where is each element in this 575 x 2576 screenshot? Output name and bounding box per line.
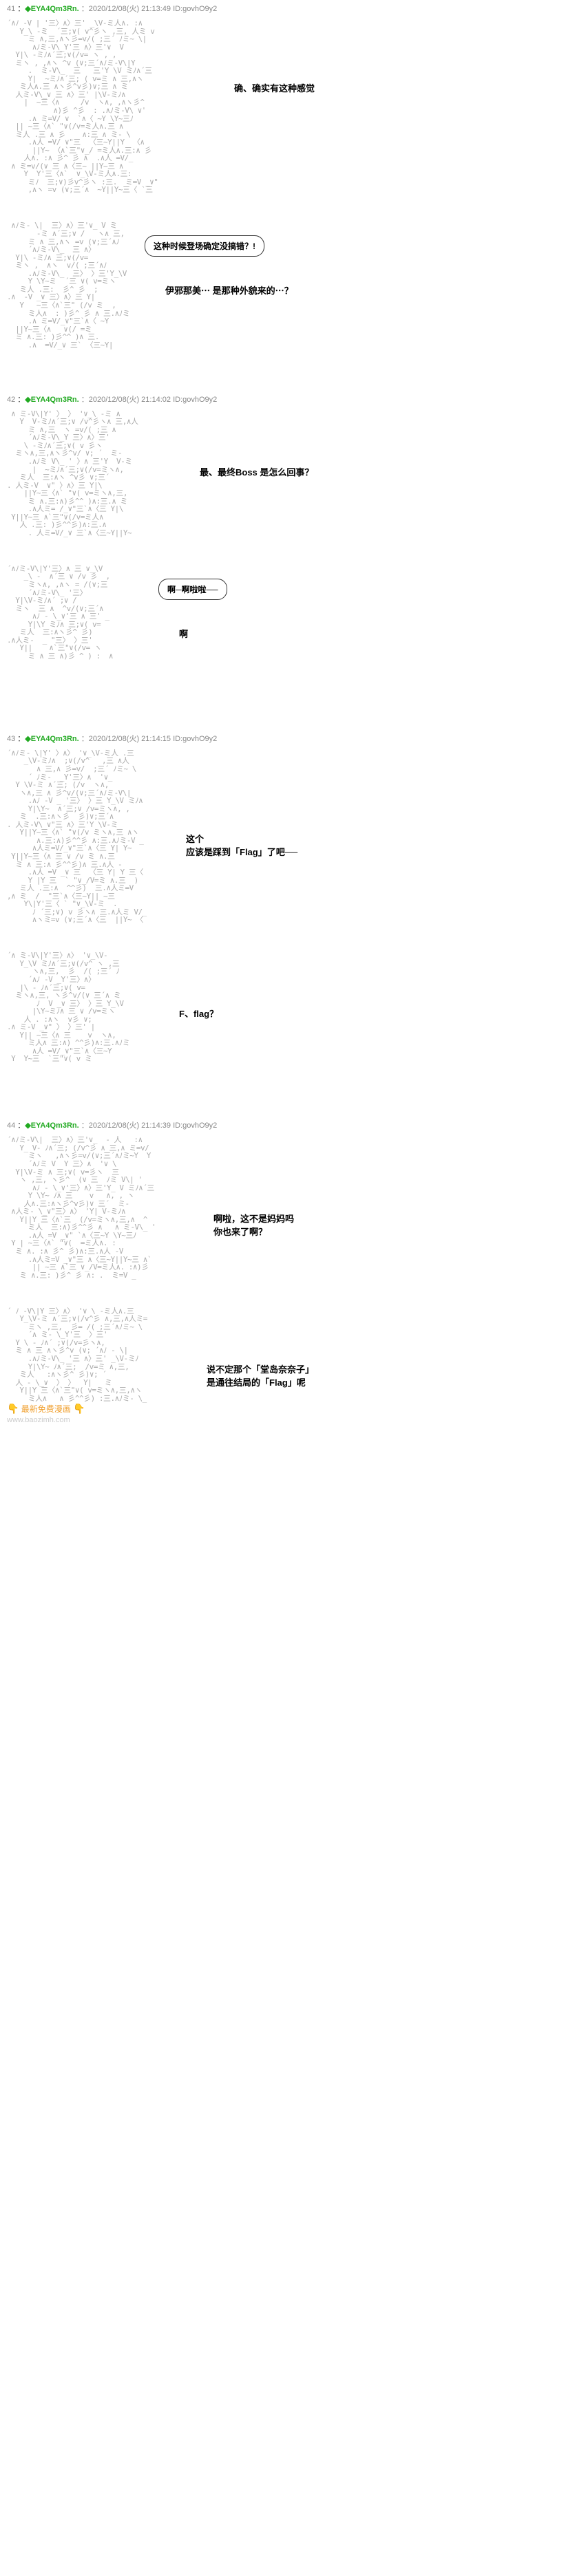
post-section: ´∧ﾉミ-V\| 三〉∧〉三'∨_ - 人 :∧ Y_ V- ﾉ∧´三; (/v…: [7, 1136, 568, 1279]
ascii-art-character: ´∧ﾉ -V | '三〉∧〉三' _\V-ミ人∧. :∧ Y_\ -ミ ´三;∨…: [7, 19, 158, 194]
dialogue-text: F、flag？: [179, 1007, 218, 1020]
post-section: ∧ﾉミ- \| 三〉∧〉三'∨_ V ミ -ミ ∧´三;∨ / ヽ∧ 三, ミ …: [7, 222, 568, 349]
ascii-art-character: ∧ ミ-V\|Y' 〉 〉 '∨_\ -ミ ∧ Y V-ミﾉ∧´三;∨ /v^彡…: [7, 410, 138, 537]
post-id: ID:govhO9y2: [173, 5, 217, 13]
post-tripcode: ◆EYA4Qm3Rn.: [25, 5, 79, 13]
forum-post: 42 ：◆EYA4Qm3Rn. ：2020/12/08(火) 21:14:02 …: [0, 391, 575, 689]
post-number: 43: [7, 735, 15, 743]
watermark-text: 最新免费漫画: [21, 1404, 71, 1414]
watermark-url: www.baozimh.com: [7, 1416, 70, 1424]
dialogue-text: 说不定那个「堂岛奈奈子」 是通往结局的「Flag」呢: [207, 1362, 314, 1388]
forum-post: 43 ：◆EYA4Qm3Rn. ：2020/12/08(火) 21:14:15 …: [0, 730, 575, 1075]
post-section: ∧ ミ-V\|Y' 〉 〉 '∨_\ -ミ ∧ Y V-ミﾉ∧´三;∨ /v^彡…: [7, 410, 568, 537]
post-section: ´∧ﾉミ-V\|Y'三〉∧ 三 ∨_\V _\ - ∧´三 ∨ /v 彡 , ミ…: [7, 565, 568, 689]
ascii-art-character: ´∧ﾉミ-V\| 三〉∧〉三'∨_ - 人 :∧ Y_ V- ﾉ∧´三; (/v…: [7, 1136, 156, 1279]
dialogue-text: 啊啦，这不是妈妈吗 你也来了啊？: [213, 1212, 294, 1238]
post-id: ID:govhO9y2: [173, 735, 217, 743]
post-number: 44: [7, 1121, 15, 1130]
post-section: ´ ﾉ -V\|Y 三〉∧〉 '∨ \ -ミ人∧.三 Y_\V-ミ ∧´三;∨(…: [7, 1307, 568, 1431]
dialogue-text: 伊邪那美⋯ 是那种外貌来的⋯？: [165, 283, 293, 297]
post-date: ：2020/12/08(火) 21:13:49: [81, 5, 171, 13]
post-date: ：2020/12/08(火) 21:14:02: [81, 396, 171, 404]
forum-post: 41 ：◆EYA4Qm3Rn. ：2020/12/08(火) 21:13:49 …: [0, 0, 575, 350]
post-section: ´∧ﾉ -V | '三〉∧〉三' _\V-ミ人∧. :∧ Y_\ -ミ ´三;∨…: [7, 19, 568, 194]
emoji-point-down: 👇: [7, 1403, 19, 1414]
post-number: 42: [7, 396, 15, 404]
post-number: 41: [7, 5, 15, 13]
forum-post: 44 ：◆EYA4Qm3Rn. ：2020/12/08(火) 21:14:39 …: [0, 1117, 575, 1430]
post-tripcode: ◆EYA4Qm3Rn.: [25, 1121, 79, 1130]
post-date: ：2020/12/08(火) 21:14:39: [81, 1121, 171, 1130]
post-section: ´∧ ミ-V\|Y'三〉∧〉 '∨_\V- Y_\V ミﾉ∧´三;∨(/v^ ヽ…: [7, 952, 568, 1075]
post-date: ：2020/12/08(火) 21:14:15: [81, 735, 171, 743]
ascii-art-character: ´∧ ミ-V\|Y'三〉∧〉 '∨_\V- Y_\V ミﾉ∧´三;∨(/v^ ヽ…: [7, 952, 129, 1063]
ascii-art-character: ´∧ﾉミ- \|Y' 〉∧〉 '∨_\V-ミ人 .三 _\V-ミﾉ∧ ;∨(/v…: [7, 749, 147, 924]
post-section: ´∧ﾉミ- \|Y' 〉∧〉 '∨_\V-ミ人 .三 _\V-ミﾉ∧ ;∨(/v…: [7, 749, 568, 924]
dialogue-text: 确、确实有这种感觉: [234, 81, 315, 94]
emoji-point-down: 👇: [73, 1403, 85, 1414]
dialogue-text: 最、最终Boss 是怎么回事？: [200, 465, 313, 478]
post-header: 43 ：◆EYA4Qm3Rn. ：2020/12/08(火) 21:14:15 …: [7, 730, 568, 744]
post-header: 41 ：◆EYA4Qm3Rn. ：2020/12/08(火) 21:13:49 …: [7, 0, 568, 14]
dialogue-text: 这个 应该是踩到「Flag」了吧──: [186, 832, 297, 858]
post-header: 44 ：◆EYA4Qm3Rn. ：2020/12/08(火) 21:14:39 …: [7, 1117, 568, 1130]
speech-bubble: 啊─啊啦啦──: [158, 579, 227, 600]
ascii-art-character: ∧ﾉミ- \| 三〉∧〉三'∨_ V ミ -ミ ∧´三;∨ / ヽ∧ 三, ミ …: [7, 222, 129, 349]
post-tripcode: ◆EYA4Qm3Rn.: [25, 735, 79, 743]
post-header: 42 ：◆EYA4Qm3Rn. ：2020/12/08(火) 21:14:02 …: [7, 391, 568, 405]
post-id: ID:govhO9y2: [173, 396, 217, 404]
ascii-art-character: ´ ﾉ -V\|Y 三〉∧〉 '∨ \ -ミ人∧.三 Y_\V-ミ ∧´三;∨(…: [7, 1307, 147, 1403]
dialogue-text: 啊: [179, 627, 188, 640]
watermark: 👇 最新免费漫画 👇 www.baozimh.com: [7, 1403, 85, 1424]
post-id: ID:govhO9y2: [173, 1121, 217, 1130]
speech-bubble-text: 这种时候登场确定没搞错？!: [145, 235, 264, 257]
speech-bubble: 这种时候登场确定没搞错？!: [145, 235, 264, 257]
ascii-art-character: ´∧ﾉミ-V\|Y'三〉∧ 三 ∨_\V _\ - ∧´三 ∨ /v 彡 , ミ…: [7, 565, 113, 661]
speech-bubble-text: 啊─啊啦啦──: [158, 579, 227, 600]
post-tripcode: ◆EYA4Qm3Rn.: [25, 396, 79, 404]
